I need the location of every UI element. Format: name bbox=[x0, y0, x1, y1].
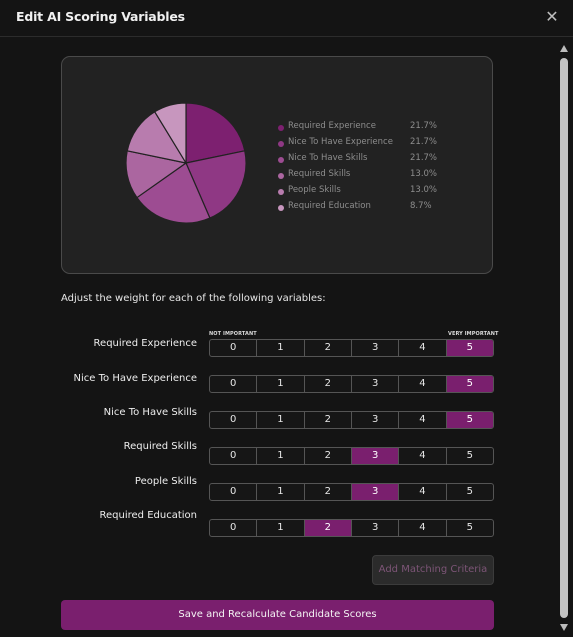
legend-percentage: 21.7% bbox=[410, 137, 438, 147]
legend-label: Required Skills bbox=[288, 169, 351, 179]
legend-label: Nice To Have Experience bbox=[288, 137, 393, 147]
variable-label: Nice To Have Skills bbox=[103, 407, 197, 418]
weight-option-2[interactable]: 2 bbox=[305, 448, 352, 464]
weight-option-1[interactable]: 1 bbox=[257, 520, 305, 536]
weight-option-3[interactable]: 3 bbox=[352, 340, 400, 356]
weight-option-1[interactable]: 1 bbox=[257, 412, 305, 428]
weight-option-5[interactable]: 5 bbox=[446, 340, 493, 356]
weight-option-3[interactable]: 3 bbox=[352, 520, 400, 536]
save-recalculate-button[interactable]: Save and Recalculate Candidate Scores bbox=[61, 600, 494, 630]
weight-option-4[interactable]: 4 bbox=[399, 520, 447, 536]
weight-option-5[interactable]: 5 bbox=[446, 376, 493, 392]
legend-swatch bbox=[278, 125, 284, 131]
legend-swatch bbox=[278, 205, 284, 211]
weight-option-4[interactable]: 4 bbox=[399, 448, 447, 464]
dialog-header: Edit AI Scoring Variables ✕ bbox=[0, 0, 573, 37]
scroll-down-arrow-icon[interactable] bbox=[560, 624, 568, 631]
weight-option-2[interactable]: 2 bbox=[305, 376, 352, 392]
instructions-text: Adjust the weight for each of the follow… bbox=[61, 293, 326, 304]
legend-swatch bbox=[278, 189, 284, 195]
legend-item: Required Education 8.7% bbox=[278, 201, 438, 215]
legend-label: People Skills bbox=[288, 185, 341, 195]
scroll-up-arrow-icon[interactable] bbox=[560, 45, 568, 52]
legend-percentage: 8.7% bbox=[410, 201, 432, 211]
weight-option-2[interactable]: 2 bbox=[305, 412, 352, 428]
weight-option-5[interactable]: 5 bbox=[466, 450, 473, 461]
legend-swatch bbox=[278, 173, 284, 179]
chart-panel: Required Experience 21.7% Nice To Have Exp… bbox=[61, 56, 493, 274]
weight-option-0[interactable]: 0 bbox=[210, 520, 258, 536]
weight-option-5[interactable]: 5 bbox=[446, 412, 493, 428]
weight-option-3[interactable]: 3 bbox=[352, 376, 400, 392]
pie-chart bbox=[126, 103, 246, 223]
legend-percentage: 21.7% bbox=[410, 121, 438, 131]
variable-label: Required Experience bbox=[93, 338, 197, 349]
legend-percentage: 21.7% bbox=[410, 153, 438, 163]
weight-option-1[interactable]: 1 bbox=[257, 484, 305, 500]
pie-slice-nice-to-have-experience bbox=[185, 150, 246, 219]
weight-option-1[interactable]: 1 bbox=[257, 448, 305, 464]
legend-item: Required Skills 13.0% bbox=[278, 169, 438, 183]
dialog-title: Edit AI Scoring Variables bbox=[16, 9, 185, 24]
legend-percentage: 13.0% bbox=[410, 169, 438, 179]
scale-max-label: VERY IMPORTANT bbox=[448, 331, 499, 337]
variable-label: People Skills bbox=[134, 476, 197, 487]
weight-option-2[interactable]: 2 bbox=[304, 520, 352, 536]
weight-option-2[interactable]: 2 bbox=[305, 484, 352, 500]
weight-option-0[interactable]: 0 bbox=[210, 340, 258, 356]
close-icon[interactable]: ✕ bbox=[545, 7, 559, 26]
variable-label: Nice To Have Experience bbox=[73, 373, 197, 384]
legend-swatch bbox=[278, 141, 284, 147]
weight-option-3[interactable]: 3 bbox=[351, 448, 400, 464]
weight-option-0[interactable]: 0 bbox=[210, 376, 258, 392]
weight-option-4[interactable]: 4 bbox=[399, 376, 447, 392]
legend-item: People Skills 13.0% bbox=[278, 185, 438, 199]
legend-item: Nice To Have Experience 21.7% bbox=[278, 137, 438, 151]
legend-item: Nice To Have Skills 21.7% bbox=[278, 153, 438, 167]
weight-option-0[interactable]: 0 bbox=[210, 448, 258, 464]
weight-option-4[interactable]: 4 bbox=[399, 412, 447, 428]
pie-slice-nice-to-have-skills bbox=[136, 162, 211, 223]
weight-option-0[interactable]: 0 bbox=[210, 412, 258, 428]
legend-label: Required Experience bbox=[288, 121, 376, 131]
weight-option-5[interactable]: 5 bbox=[466, 486, 473, 497]
weight-option-0[interactable]: 0 bbox=[210, 484, 258, 500]
weight-option-1[interactable]: 1 bbox=[257, 376, 305, 392]
legend-label: Required Education bbox=[288, 201, 371, 211]
weight-option-3[interactable]: 3 bbox=[351, 484, 400, 500]
legend-item: Required Experience 21.7% bbox=[278, 121, 438, 135]
add-matching-criteria-button[interactable]: Add Matching Criteria bbox=[372, 555, 494, 585]
weight-option-1[interactable]: 1 bbox=[257, 340, 305, 356]
scrollbar-thumb[interactable] bbox=[560, 58, 568, 618]
weight-option-5[interactable]: 5 bbox=[466, 522, 473, 533]
legend-percentage: 13.0% bbox=[410, 185, 438, 195]
legend-label: Nice To Have Skills bbox=[288, 153, 368, 163]
scrollbar[interactable] bbox=[558, 44, 570, 632]
weight-option-3[interactable]: 3 bbox=[352, 412, 400, 428]
pie-slice-required-education bbox=[153, 103, 187, 166]
variable-label: Required Skills bbox=[123, 441, 197, 452]
weight-option-2[interactable]: 2 bbox=[305, 340, 352, 356]
variable-label: Required Education bbox=[99, 510, 197, 521]
pie-slice-required-experience bbox=[185, 103, 246, 164]
scale-min-label: NOT IMPORTANT bbox=[209, 331, 257, 337]
legend-swatch bbox=[278, 157, 284, 163]
weight-option-4[interactable]: 4 bbox=[399, 484, 447, 500]
weight-option-4[interactable]: 4 bbox=[399, 340, 447, 356]
